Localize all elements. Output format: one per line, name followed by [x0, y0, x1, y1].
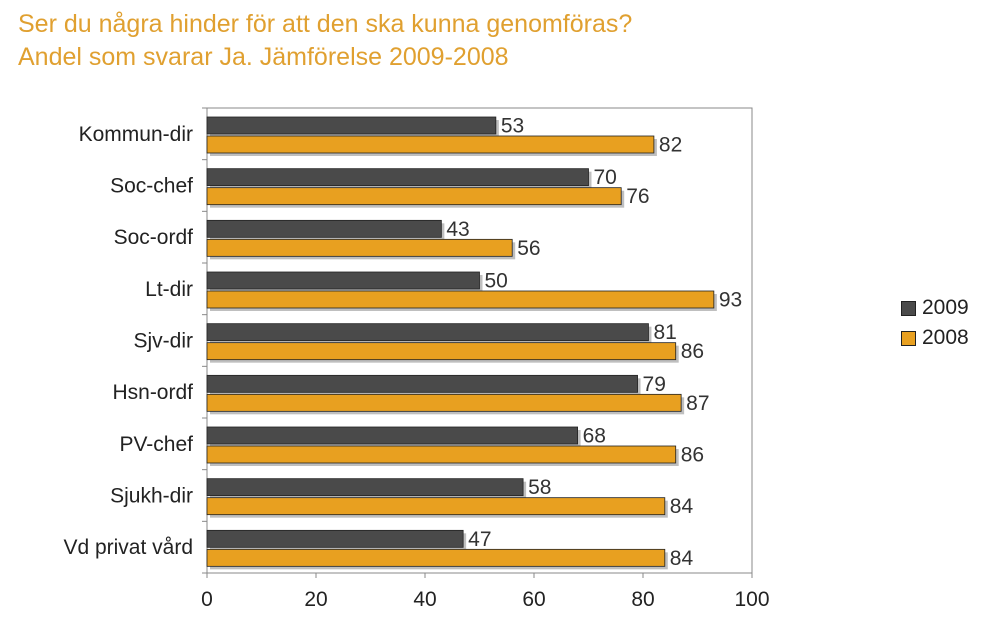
bar-2008: [206, 548, 666, 567]
legend-item-2008: 2008: [901, 323, 969, 353]
category-label: Sjv-dir: [133, 330, 193, 353]
plot-area: 0 20 40 60 80 100 Kommun-dir 53 82 Soc-chef 70 76 So…: [63, 107, 770, 611]
data-label: 86: [681, 340, 704, 363]
bar-2009: [206, 168, 589, 187]
x-tick-label: 20: [304, 588, 327, 611]
data-label: 87: [686, 392, 709, 415]
legend-label-2008: 2008: [922, 326, 969, 349]
bar-2008: [206, 187, 622, 206]
data-label: 53: [501, 115, 524, 138]
data-label: 84: [670, 547, 694, 570]
category-label: Soc-chef: [110, 175, 193, 198]
data-label: 81: [653, 321, 676, 344]
bar-2009: [206, 271, 480, 290]
data-label: 68: [583, 425, 606, 448]
category-label: Kommun-dir: [79, 123, 193, 146]
data-label: 79: [643, 373, 666, 396]
data-label: 50: [485, 270, 508, 293]
category-label: PV-chef: [119, 433, 193, 456]
category-label: Sjukh-dir: [110, 485, 193, 508]
data-label: 93: [719, 289, 742, 312]
category-label: Hsn-ordf: [112, 381, 193, 404]
bar-2008: [206, 497, 666, 516]
legend: 2009 2008: [901, 293, 969, 353]
bar-2008: [206, 238, 513, 257]
chart-title-block: Ser du några hinder för att den ska kunn…: [18, 8, 632, 74]
legend-swatch-2009: [901, 300, 916, 316]
data-label: 58: [528, 476, 551, 499]
data-label: 76: [626, 185, 649, 208]
data-label: 70: [594, 166, 617, 189]
data-label: 84: [670, 495, 694, 518]
data-label: 43: [446, 218, 469, 241]
chart-title: Ser du några hinder för att den ska kunn…: [18, 10, 633, 38]
bar-2008: [206, 342, 677, 361]
category-label: Soc-ordf: [114, 226, 194, 249]
x-tick-label: 60: [522, 588, 545, 611]
bar-2009: [206, 478, 524, 497]
legend-item-2009: 2009: [901, 293, 969, 323]
bar-2008: [206, 445, 677, 464]
bar-2008: [206, 393, 682, 412]
category-label: Lt-dir: [145, 278, 193, 301]
x-tick-label: 40: [413, 588, 436, 611]
bar-2009: [206, 426, 579, 445]
data-label: 82: [659, 134, 682, 157]
bar-2008: [206, 135, 655, 154]
data-label: 56: [517, 237, 540, 260]
category-label: Vd privat vård: [63, 536, 193, 559]
data-label: 47: [468, 528, 491, 551]
bar-2009: [206, 116, 497, 135]
legend-label-2009: 2009: [922, 296, 969, 319]
x-tick-label: 100: [734, 588, 769, 611]
bar-2009: [206, 374, 638, 393]
bar-2009: [206, 323, 649, 342]
data-label: 86: [681, 444, 704, 467]
bar-2008: [206, 290, 715, 309]
legend-swatch-2008: [901, 330, 916, 346]
chart-subtitle: Andel som svarar Ja. Jämförelse 2009-200…: [18, 43, 509, 71]
bar-2009: [206, 529, 464, 548]
x-tick-label: 0: [201, 588, 213, 611]
bar-2009: [206, 219, 442, 238]
x-tick-label: 80: [631, 588, 654, 611]
